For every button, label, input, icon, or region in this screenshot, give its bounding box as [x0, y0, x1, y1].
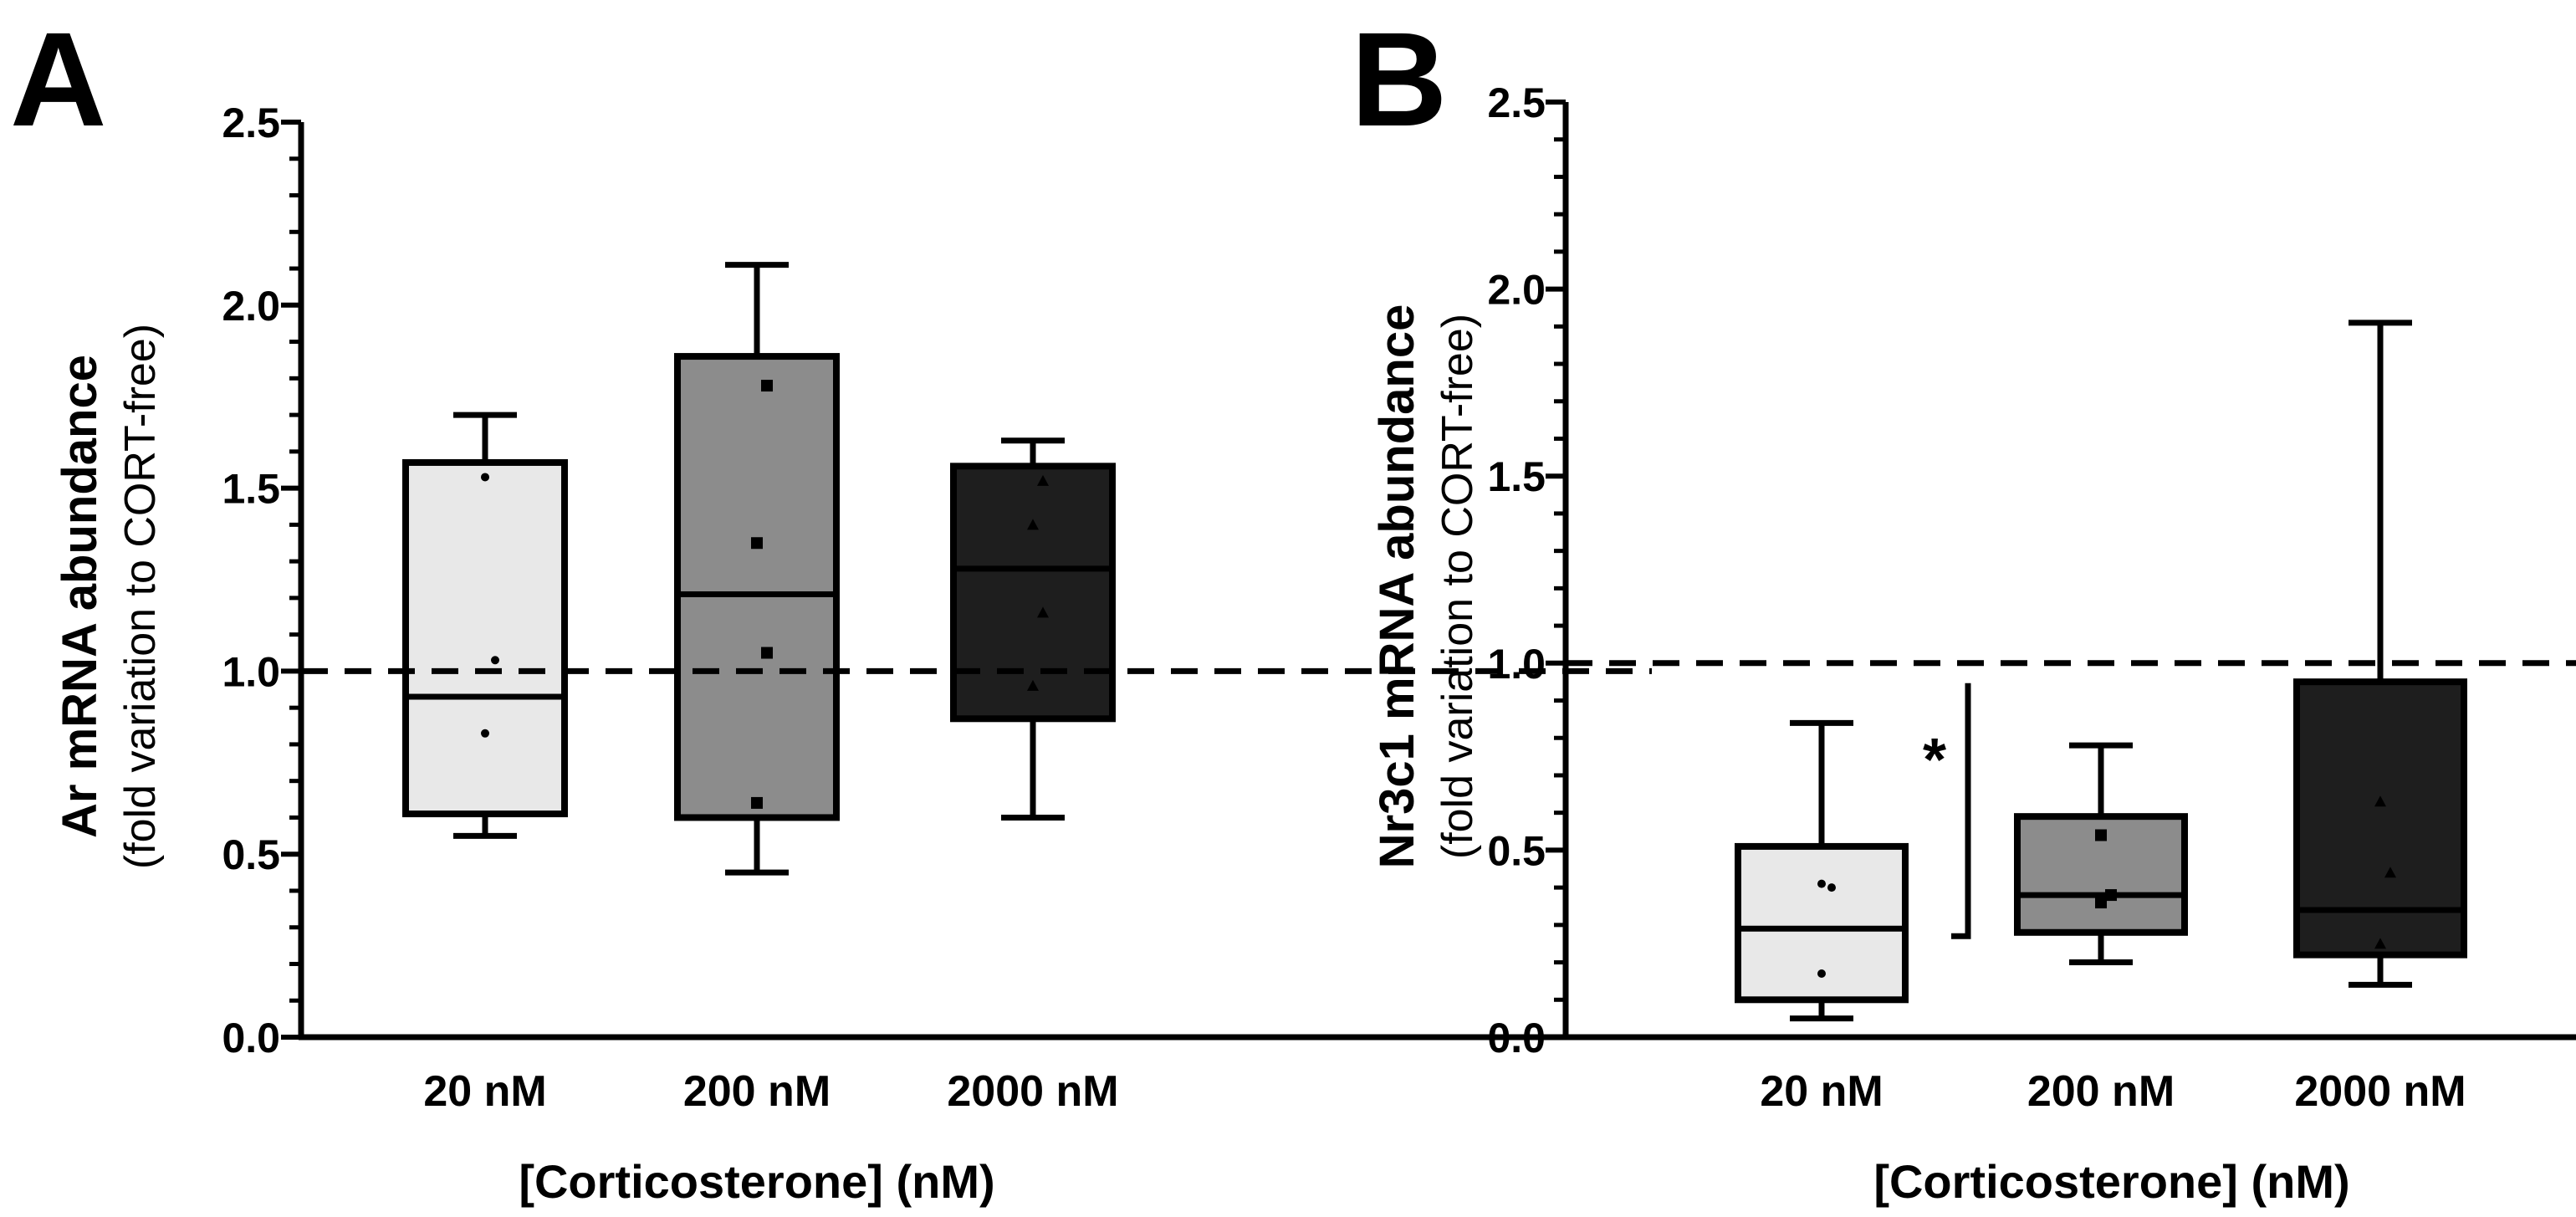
significance-bracket: [1951, 683, 1971, 939]
y-tick-label: 1.5: [1487, 453, 1546, 500]
y-tick-label: 2.5: [222, 100, 280, 146]
y-tick-label: 2.0: [222, 283, 280, 330]
data-point: [1027, 679, 1039, 691]
box-group-2000-nm: [2293, 320, 2467, 988]
y-tick-label: 0.0: [222, 1015, 280, 1061]
y-axis-title: Nr3c1 mRNA abundance: [1370, 304, 1424, 869]
y-tick-label: 2.0: [1487, 267, 1546, 314]
box-iqr: [674, 353, 840, 821]
data-point: [1027, 519, 1039, 530]
x-tick-label: 20 nM: [423, 1067, 546, 1116]
box-group-20-nm: [402, 412, 568, 839]
significance-star: *: [1923, 727, 1946, 794]
box-iqr: [950, 463, 1116, 723]
box-group-200-nm: [2014, 742, 2188, 966]
y-tick-label: 1.5: [222, 466, 280, 513]
panel-letter: B: [1351, 4, 1448, 154]
y-tick-label: 1.0: [1487, 641, 1546, 688]
data-point: [761, 380, 773, 392]
data-point: [2095, 829, 2107, 841]
y-axis-subtitle: (fold variation to CORT-free): [116, 324, 165, 869]
box-group-20-nm: [1735, 719, 1909, 1022]
y-tick-label: 0.5: [1487, 827, 1546, 874]
x-tick-label: 200 nM: [683, 1067, 831, 1116]
data-point: [2105, 889, 2117, 902]
y-tick-label: 0.0: [1487, 1015, 1546, 1061]
panel-letter: A: [10, 4, 107, 154]
data-point: [751, 796, 763, 809]
data-point: [1827, 883, 1836, 892]
data-point: [751, 537, 763, 550]
box-iqr: [2293, 678, 2467, 959]
data-point: [2384, 867, 2396, 878]
data-point: [1037, 606, 1049, 618]
panel-b: B 0.0 0.5 1.0 1.5 2.0 2.5 Nr3c1 mRNA abundance(…: [1351, 4, 2576, 1208]
y-tick-label: 2.5: [1487, 79, 1546, 126]
box-iqr: [402, 458, 568, 818]
data-point: [1817, 879, 1826, 888]
data-point: [2374, 938, 2386, 949]
box-group-200-nm: [674, 262, 840, 876]
data-point: [761, 647, 773, 659]
y-tick-label: 0.5: [222, 831, 280, 878]
x-tick-label: 2000 nM: [2294, 1067, 2466, 1116]
data-point: [481, 473, 489, 482]
x-tick-label: 2000 nM: [947, 1067, 1118, 1116]
y-axis-title: Ar mRNA abundance: [53, 355, 107, 838]
data-point: [1817, 969, 1826, 978]
x-axis-title: [Corticosterone] (nM): [1873, 1155, 2349, 1208]
data-point: [2374, 795, 2386, 807]
x-tick-label: 200 nM: [2027, 1067, 2175, 1116]
panel-a: A0.00.51.01.52.02.5Ar mRNA abundance (fol…: [10, 4, 1652, 1208]
data-point: [481, 729, 489, 738]
data-point: [2095, 897, 2107, 909]
x-tick-label: 20 nM: [1760, 1067, 1883, 1116]
y-tick-label: 1.0: [222, 648, 280, 695]
y-axis-subtitle: (fold variation to CORT-free): [1434, 314, 1482, 859]
data-point: [491, 656, 499, 665]
data-point: [1037, 474, 1049, 486]
x-axis-title: [Corticosterone] (nM): [519, 1155, 994, 1208]
box-group-2000-nm: [950, 437, 1116, 821]
